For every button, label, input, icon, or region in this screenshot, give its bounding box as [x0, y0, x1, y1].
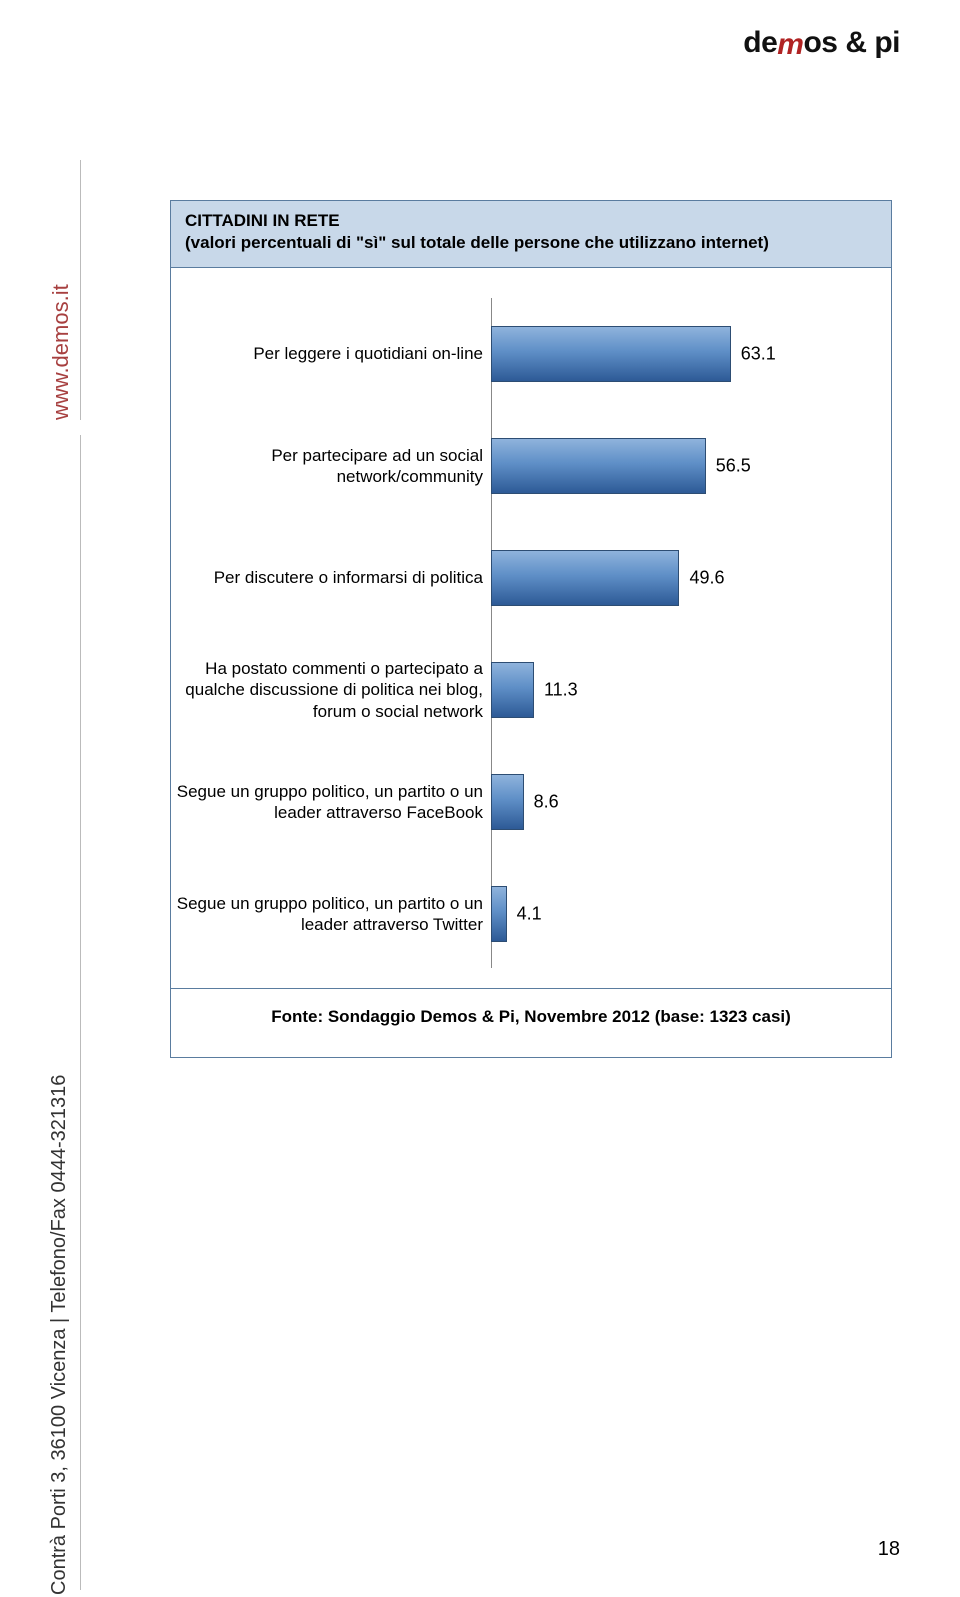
- sidebar-url: www.demos.it: [48, 284, 74, 420]
- bar-value: 63.1: [741, 344, 776, 365]
- bar: [491, 886, 507, 942]
- brand-logo: demos & pi: [743, 26, 900, 60]
- bar: [491, 438, 706, 494]
- bar-value: 56.5: [716, 456, 751, 477]
- chart-row: Segue un gruppo politico, un partito o u…: [171, 858, 891, 970]
- sidebar-contact: Contrà Porti 3, 36100 Vicenza | Telefono…: [48, 1075, 71, 1595]
- bar-value: 11.3: [544, 680, 578, 701]
- bar-chart: Per leggere i quotidiani on-line63.1Per …: [171, 268, 891, 988]
- bar-value: 4.1: [517, 904, 542, 925]
- chart-card: CITTADINI IN RETE (valori percentuali di…: [170, 200, 892, 1058]
- card-subtitle: (valori percentuali di "sì" sul totale d…: [185, 233, 877, 253]
- bar-track: 8.6: [491, 774, 891, 830]
- logo-pre: de: [743, 26, 777, 59]
- bar: [491, 550, 679, 606]
- bar-track: 63.1: [491, 326, 891, 382]
- card-footer: Fonte: Sondaggio Demos & Pi, Novembre 20…: [171, 988, 891, 1057]
- bar-label: Per leggere i quotidiani on-line: [171, 343, 491, 364]
- card-title: CITTADINI IN RETE: [185, 211, 877, 231]
- bar-value: 8.6: [534, 792, 559, 813]
- bar-track: 4.1: [491, 886, 891, 942]
- bar-label: Ha postato commenti o partecipato a qual…: [171, 658, 491, 722]
- chart-row: Ha postato commenti o partecipato a qual…: [171, 634, 891, 746]
- chart-row: Segue un gruppo politico, un partito o u…: [171, 746, 891, 858]
- logo-post: os & pi: [803, 26, 900, 59]
- bar: [491, 774, 524, 830]
- sidebar-rule-bottom: [80, 435, 81, 1590]
- card-header: CITTADINI IN RETE (valori percentuali di…: [171, 201, 891, 268]
- chart-row: Per leggere i quotidiani on-line 63.1: [171, 298, 891, 410]
- bar-track: 11.3: [491, 662, 891, 718]
- bar-label: Per discutere o informarsi di politica: [171, 567, 491, 588]
- bar-value: 49.6: [689, 568, 724, 589]
- bar-label: Segue un gruppo politico, un partito o u…: [171, 893, 491, 936]
- bar: [491, 326, 731, 382]
- bar-track: 49.6: [491, 550, 891, 606]
- sidebar-rule-top: [80, 160, 81, 420]
- logo-m: m: [777, 28, 803, 62]
- bar: [491, 662, 534, 718]
- page-number: 18: [878, 1538, 900, 1561]
- bar-label: Per partecipare ad un social network/com…: [171, 445, 491, 488]
- bar-track: 56.5: [491, 438, 891, 494]
- chart-row: Per discutere o informarsi di politica 49…: [171, 522, 891, 634]
- chart-row: Per partecipare ad un social network/com…: [171, 410, 891, 522]
- bar-label: Segue un gruppo politico, un partito o u…: [171, 781, 491, 824]
